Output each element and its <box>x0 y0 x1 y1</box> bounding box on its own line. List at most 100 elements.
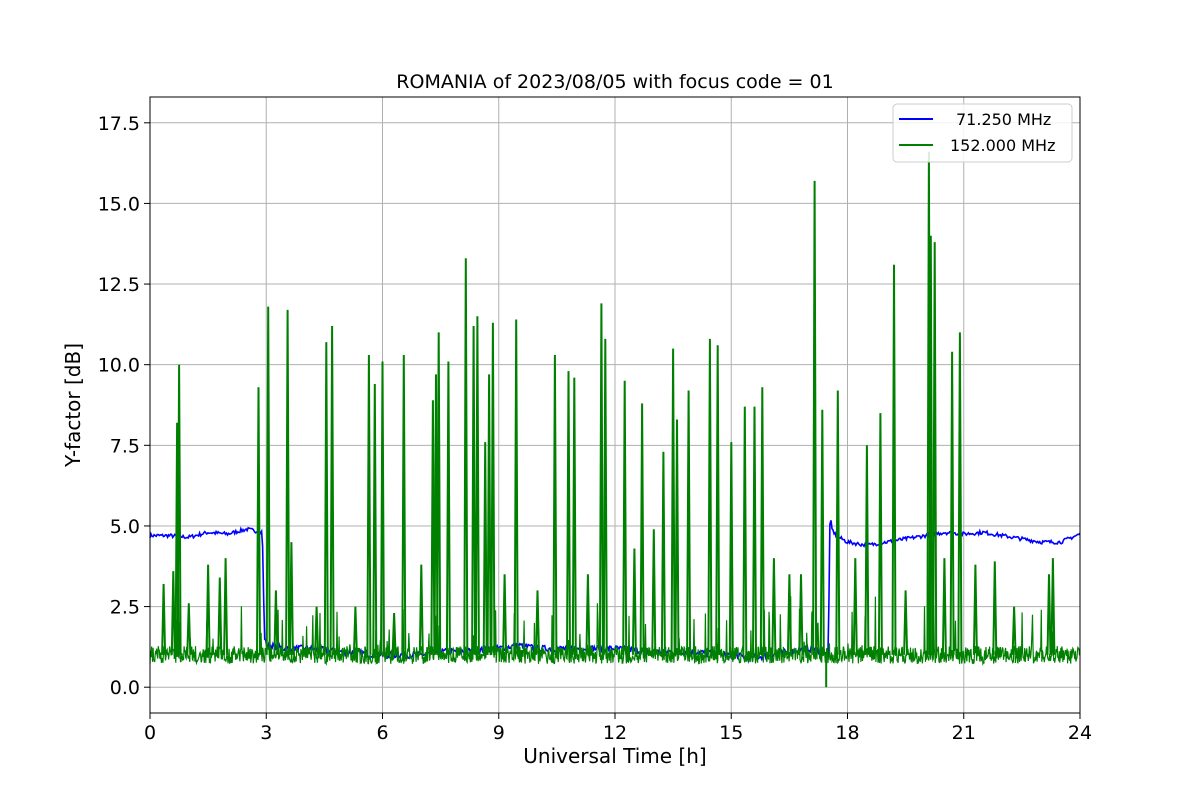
chart-title: ROMANIA of 2023/08/05 with focus code = … <box>396 71 833 93</box>
spike-152mhz <box>992 561 998 655</box>
x-axis-label: Universal Time [h] <box>523 744 706 768</box>
spike-152mhz <box>949 351 955 655</box>
spike-152mhz <box>474 316 480 655</box>
y-axis-label: Y-factor [dB] <box>61 343 85 468</box>
spike-152mhz <box>759 387 765 655</box>
x-tick-label: 9 <box>493 722 505 744</box>
spike-152mhz <box>928 235 934 655</box>
spike-152mhz <box>670 348 676 655</box>
x-tick-label: 12 <box>603 722 627 744</box>
spike-152mhz <box>161 583 167 655</box>
spike-152mhz <box>877 413 883 655</box>
spike-152mhz <box>205 564 211 655</box>
spike-152mhz <box>571 377 577 655</box>
spike-152mhz <box>288 542 294 655</box>
spike-152mhz <box>932 242 938 655</box>
spike-152mhz <box>552 354 558 655</box>
spike-152mhz <box>798 574 804 655</box>
spike-152mhz <box>585 574 591 655</box>
spike-152mhz <box>752 406 757 655</box>
x-tick-label: 15 <box>719 722 743 744</box>
spike-152mhz <box>742 406 748 655</box>
spike-152mhz <box>598 303 604 655</box>
spike-152mhz <box>217 577 223 655</box>
spike-152mhz <box>176 364 182 655</box>
spike-152mhz <box>535 590 540 655</box>
x-tick-label: 3 <box>260 722 272 744</box>
spike-152mhz <box>482 442 488 655</box>
series-line-152mhz <box>149 596 1081 666</box>
spike-152mhz <box>380 361 385 655</box>
spike-152mhz <box>436 332 442 655</box>
x-tick-label: 24 <box>1068 722 1092 744</box>
x-tick-label: 6 <box>376 722 388 744</box>
legend-label-71mhz: 71.250 MHz <box>956 110 1051 129</box>
spike-152mhz <box>352 606 358 655</box>
spike-152mhz <box>674 419 680 655</box>
spike-152mhz <box>651 529 657 655</box>
y-tick-label: 7.5 <box>110 435 140 457</box>
legend-box <box>892 103 1073 163</box>
spike-152mhz <box>471 325 477 655</box>
spike-152mhz <box>273 590 279 655</box>
spike-152mhz <box>401 354 407 655</box>
y-tick-label: 5.0 <box>110 516 140 538</box>
spike-152mhz <box>707 338 713 655</box>
y-tick-label: 15.0 <box>98 193 140 215</box>
spike-152mhz <box>819 409 825 655</box>
spike-152mhz <box>285 309 291 655</box>
spike-152mhz <box>602 338 608 655</box>
spike-152mhz <box>566 371 571 655</box>
spike-152mhz <box>366 354 372 655</box>
spike-152mhz <box>486 374 492 655</box>
spike-152mhz <box>812 180 818 655</box>
spike-152mhz <box>445 361 451 655</box>
spike-152mhz <box>715 345 721 655</box>
spike-152mhz <box>639 403 645 655</box>
y-tick-label: 10.0 <box>98 355 140 377</box>
spike-152mhz <box>1046 574 1052 655</box>
spike-152mhz <box>631 548 637 655</box>
plot-area <box>149 151 1081 688</box>
legend: 71.250 MHz 152.000 MHz <box>892 103 1073 163</box>
spike-152mhz <box>314 606 320 655</box>
spike-152mhz <box>957 332 963 655</box>
spike-152mhz <box>372 383 378 655</box>
spike-152mhz <box>430 400 436 655</box>
spike-152mhz <box>391 612 397 655</box>
spike-152mhz <box>686 390 692 655</box>
x-tick-label: 18 <box>835 722 859 744</box>
spike-152mhz <box>418 564 424 655</box>
spike-152mhz <box>771 558 777 655</box>
spike-152mhz <box>490 322 496 655</box>
spike-152mhz <box>622 380 628 655</box>
spike-152mhz <box>864 445 870 655</box>
y-tick-label: 12.5 <box>98 274 140 296</box>
spike-152mhz <box>1050 558 1056 655</box>
spike-152mhz <box>463 258 469 655</box>
spike-152mhz <box>786 574 792 655</box>
spike-152mhz <box>835 390 841 655</box>
x-tick-label: 21 <box>952 722 976 744</box>
spike-152mhz <box>852 558 858 655</box>
spike-152mhz <box>1011 606 1017 655</box>
spike-152mhz <box>170 571 176 655</box>
spike-152mhz <box>265 306 271 655</box>
spike-152mhz <box>891 264 897 655</box>
y-tick-label: 17.5 <box>98 113 140 135</box>
spike-152mhz <box>502 574 508 655</box>
spike-152mhz <box>186 603 192 655</box>
spike-152mhz <box>903 590 909 655</box>
spike-152mhz <box>256 387 261 655</box>
y-tick-label: 2.5 <box>110 597 140 619</box>
y-axis: 0.0 2.5 5.0 7.5 10.0 12.5 15.0 17.5 <box>98 113 150 699</box>
spike-152mhz <box>660 451 666 655</box>
spike-152mhz <box>972 564 978 655</box>
spike-152mhz <box>329 325 335 655</box>
y-tick-label: 0.0 <box>110 677 140 699</box>
legend-label-152mhz: 152.000 MHz <box>950 136 1055 155</box>
spike-152mhz <box>941 558 947 655</box>
spike-152mhz <box>513 319 519 655</box>
spike-152mhz <box>223 558 229 655</box>
